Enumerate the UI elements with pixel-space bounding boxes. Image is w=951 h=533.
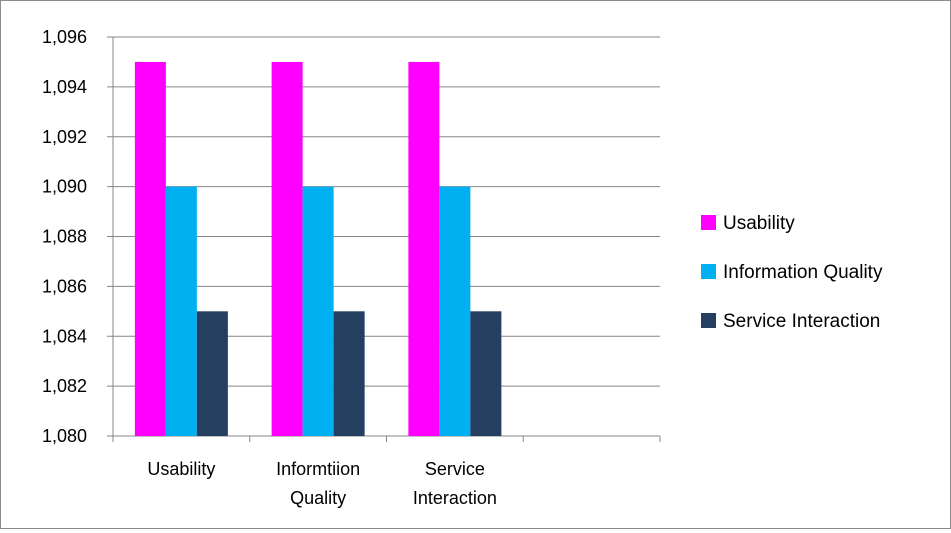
legend-label: Information Quality	[723, 262, 883, 283]
legend-label: Service Interaction	[723, 311, 880, 332]
bar	[134, 61, 166, 436]
legend-swatch	[701, 215, 716, 230]
y-tick-label: 1,090	[42, 177, 87, 197]
y-tick-label: 1,096	[42, 27, 87, 47]
bar	[271, 61, 303, 436]
x-category-label: Usability	[147, 459, 215, 479]
y-tick-label: 1,092	[42, 127, 87, 147]
legend-swatch	[701, 313, 716, 328]
y-tick-label: 1,086	[42, 276, 87, 296]
x-category-label: Interaction	[413, 488, 497, 508]
y-tick-label: 1,082	[42, 376, 87, 396]
bar	[439, 186, 471, 436]
legend-label: Usability	[723, 213, 795, 234]
legend-swatch	[701, 264, 716, 279]
y-tick-label: 1,084	[42, 326, 87, 346]
x-category-label: Informtiion	[276, 459, 360, 479]
bar	[470, 311, 502, 436]
y-tick-label: 1,094	[42, 77, 87, 97]
y-tick-label: 1,088	[42, 227, 87, 247]
bar	[302, 186, 334, 436]
bar	[165, 186, 197, 436]
x-category-label: Quality	[290, 488, 346, 508]
bar	[196, 311, 228, 436]
bar	[408, 61, 440, 436]
bar	[333, 311, 365, 436]
y-tick-label: 1,080	[42, 426, 87, 446]
x-category-label: Service	[425, 459, 485, 479]
